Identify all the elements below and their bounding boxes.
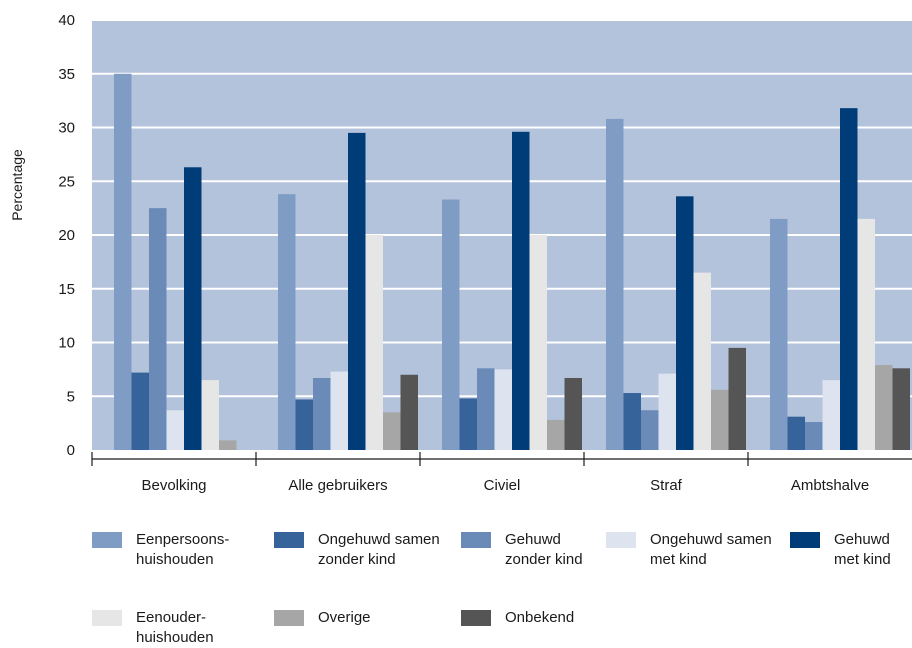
bar	[313, 377, 331, 450]
x-axis: Bevolking Alle gebruikers Civiel Straf Ambts…	[91, 452, 912, 494]
y-tick-label: 0	[67, 442, 75, 459]
bar	[529, 235, 547, 450]
bar	[770, 218, 788, 450]
x-tick-label: Ambtshalve	[791, 477, 869, 494]
y-tick-label: 25	[58, 173, 75, 190]
bar	[477, 368, 495, 450]
bar	[278, 194, 296, 450]
bar	[330, 371, 348, 450]
bar	[875, 365, 893, 450]
bar	[494, 369, 512, 450]
bar	[201, 380, 219, 450]
bar	[693, 272, 711, 450]
bar	[383, 412, 401, 450]
x-tick-label: Civiel	[484, 477, 521, 494]
bar	[512, 131, 530, 451]
bar	[676, 196, 694, 450]
bar	[840, 108, 858, 451]
gridlines	[92, 19, 912, 398]
bar	[459, 398, 477, 450]
x-tick-label: Bevolking	[141, 477, 206, 494]
bar	[114, 73, 132, 450]
bar	[641, 410, 659, 450]
y-tick-label: 40	[58, 12, 75, 29]
bar	[219, 440, 237, 450]
y-tick-label: 30	[58, 120, 75, 137]
bar	[149, 208, 167, 450]
bar	[184, 167, 202, 450]
bar	[166, 410, 184, 450]
y-tick-label: 5	[67, 388, 75, 405]
bar	[623, 393, 641, 450]
bar	[295, 399, 313, 450]
bar	[728, 347, 746, 450]
bars	[114, 73, 910, 451]
bar	[892, 368, 910, 450]
bar	[606, 118, 624, 451]
bar	[131, 372, 149, 450]
bar	[787, 416, 805, 450]
bar	[547, 419, 565, 450]
bar	[365, 235, 383, 450]
y-tick-label: 20	[58, 227, 75, 244]
bar	[857, 218, 875, 450]
bar	[658, 373, 676, 450]
bar	[822, 380, 840, 450]
x-tick-label: Straf	[650, 477, 683, 494]
bar	[805, 422, 823, 450]
y-axis-ticks: 0 5 10 15 20 25 30 35 40	[58, 12, 75, 459]
bar	[711, 389, 729, 450]
bar	[348, 132, 366, 450]
y-tick-label: 15	[58, 281, 75, 298]
y-axis-label: Percentage	[9, 149, 25, 221]
x-tick-label: Alle gebruikers	[288, 477, 387, 494]
bar	[564, 377, 582, 450]
y-tick-label: 35	[58, 66, 75, 83]
bar	[400, 374, 418, 450]
bar	[442, 199, 460, 450]
y-tick-label: 10	[58, 335, 75, 352]
